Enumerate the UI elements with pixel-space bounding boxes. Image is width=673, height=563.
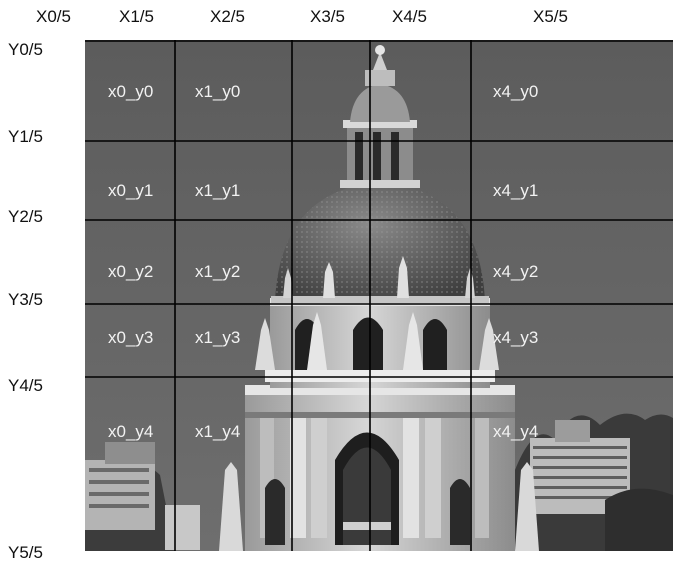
cell-label-x1-y3: x1_y3: [195, 328, 240, 347]
cell-label-x4-y1: x4_y1: [493, 181, 538, 200]
row-label-y3: Y3/5: [8, 290, 43, 309]
obelisk-left: [219, 462, 243, 551]
cell-label-x1-y4: x1_y4: [195, 422, 240, 441]
cell-label-x1-y1: x1_y1: [195, 181, 240, 200]
cell-label-x4-y0: x4_y0: [493, 82, 538, 101]
col-label-x2: X2/5: [210, 7, 245, 26]
row-label-y5: Y5/5: [8, 543, 43, 562]
cell-label-x4-y2: x4_y2: [493, 262, 538, 281]
col-label-x0: X0/5: [36, 7, 71, 26]
cell-label-x1-y0: x1_y0: [195, 82, 240, 101]
grid-overlay: [85, 40, 673, 551]
col-label-x5: X5/5: [533, 7, 568, 26]
cell-label-x4-y4: x4_y4: [493, 422, 538, 441]
col-label-x4: X4/5: [392, 7, 427, 26]
row-label-y1: Y1/5: [8, 127, 43, 146]
cell-label-x0-y3: x0_y3: [108, 328, 153, 347]
cell-label-x0-y0: x0_y0: [108, 82, 153, 101]
cell-label-x0-y4: x0_y4: [108, 422, 153, 441]
col-label-x1: X1/5: [119, 7, 154, 26]
row-label-y2: Y2/5: [8, 207, 43, 226]
cell-label-x1-y2: x1_y2: [195, 262, 240, 281]
row-label-y0: Y0/5: [8, 40, 43, 59]
photo-grid-figure: x0_y0 x1_y0 x4_y0 x0_y1 x1_y1 x4_y1 x0_y…: [85, 40, 673, 551]
col-label-x3: X3/5: [310, 7, 345, 26]
row-label-y4: Y4/5: [8, 376, 43, 395]
cell-label-x4-y3: x4_y3: [493, 328, 538, 347]
obelisk-right: [515, 462, 539, 551]
cell-label-x0-y2: x0_y2: [108, 262, 153, 281]
cell-label-x0-y1: x0_y1: [108, 181, 153, 200]
